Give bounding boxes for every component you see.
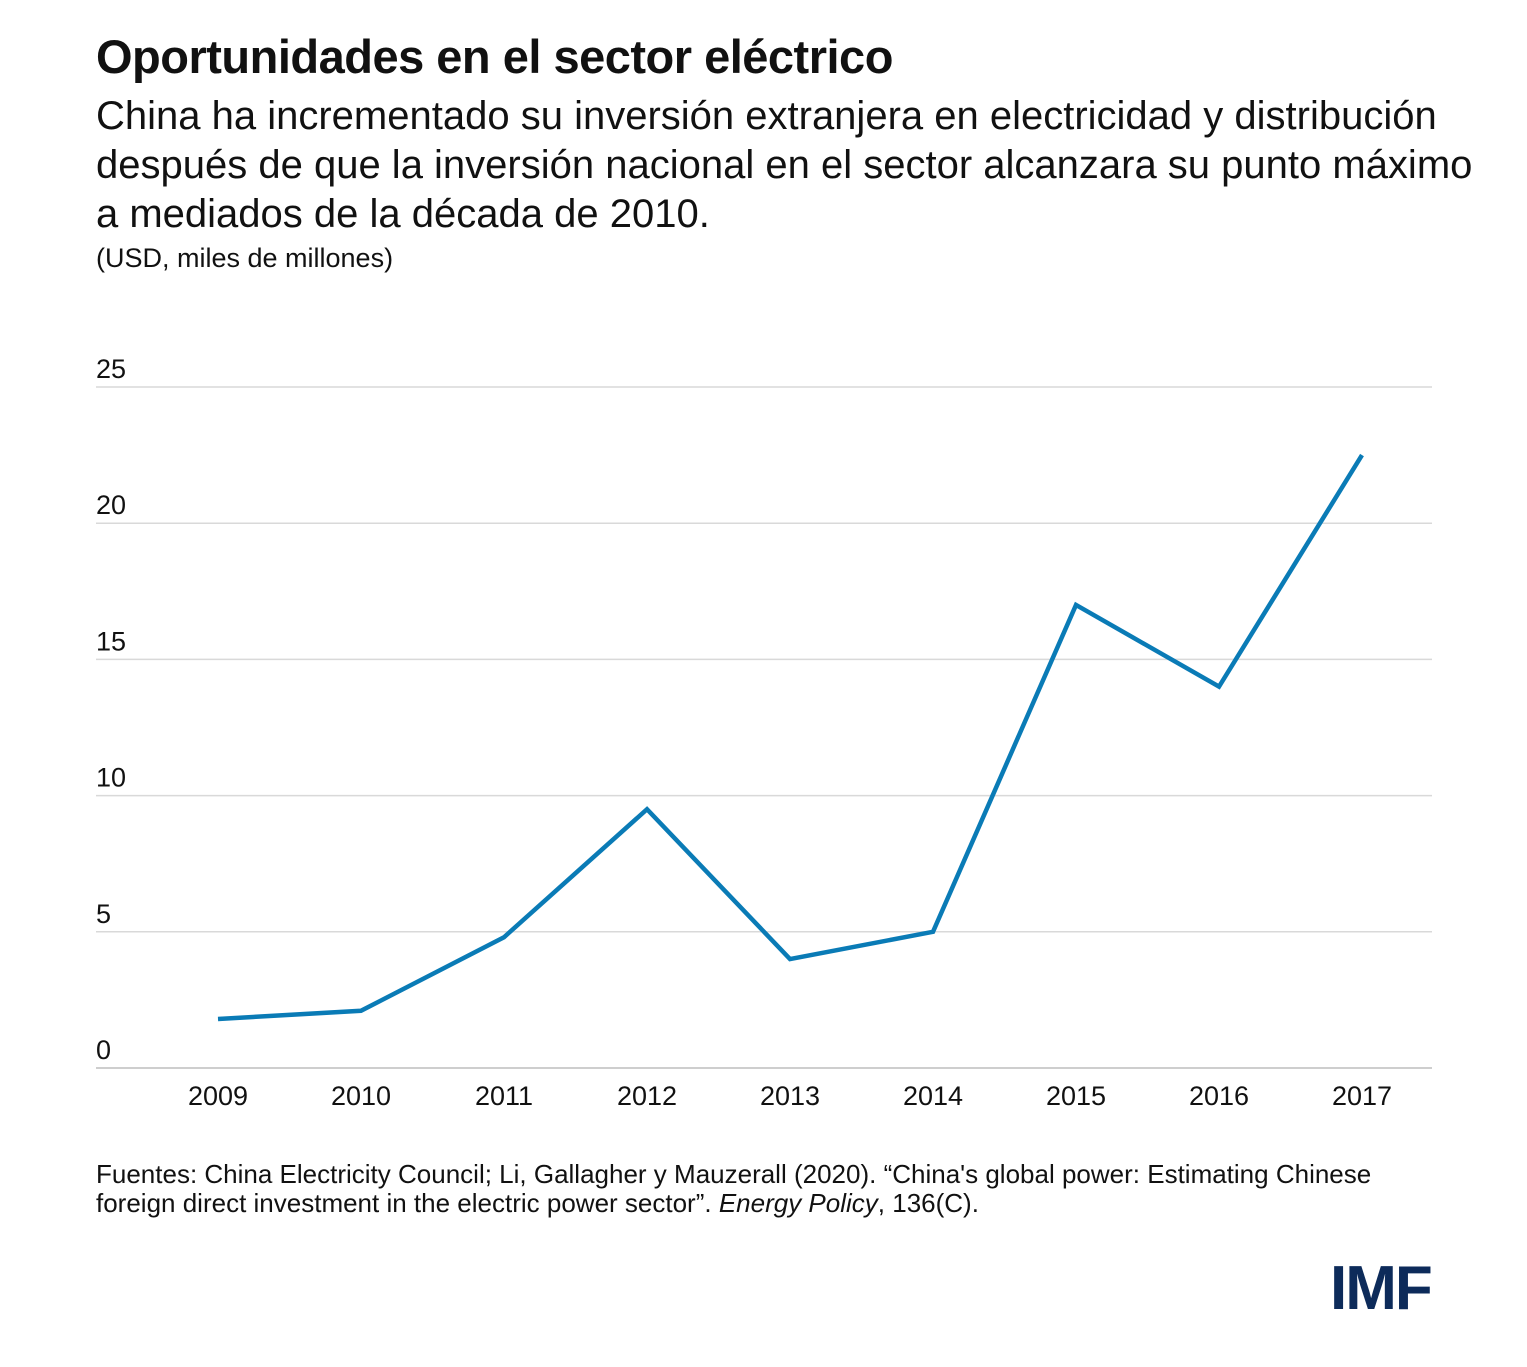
y-tick-label-25: 25 (96, 354, 126, 384)
y-axis-units: (USD, miles de millones) (96, 243, 394, 273)
y-tick-label-10: 10 (96, 763, 126, 793)
x-tick-label-2011: 2011 (475, 1081, 533, 1111)
x-tick-label-2009: 2009 (188, 1081, 248, 1111)
x-tick-label-2016: 2016 (1189, 1081, 1249, 1111)
source-note: Fuentes: China Electricity Council; Li, … (96, 1160, 1396, 1218)
y-tick-label-15: 15 (96, 626, 126, 656)
chart-title: Oportunidades en el sector eléctrico (96, 30, 893, 83)
chart-subtitle: China ha incrementado su inversión extra… (96, 94, 1473, 236)
x-axis-tick-labels: 2009 2010 2011 2012 2013 2014 2015 2016 2017 (188, 1081, 1392, 1111)
source-issue: , 136(C). (877, 1188, 979, 1218)
source-text: Fuentes: China Electricity Council; Li, … (96, 1159, 1372, 1218)
y-tick-label-20: 20 (96, 490, 126, 520)
x-tick-label-2013: 2013 (760, 1081, 820, 1111)
x-tick-label-2010: 2010 (331, 1081, 391, 1111)
y-axis-tick-labels: 0 5 10 15 20 25 (96, 354, 126, 1065)
x-tick-label-2012: 2012 (617, 1081, 677, 1111)
y-tick-label-5: 5 (96, 899, 111, 929)
x-tick-label-2017: 2017 (1332, 1081, 1392, 1111)
gridlines (96, 386, 1432, 1069)
imf-logo: IMF (1330, 1254, 1433, 1323)
series-line-0 (217, 453, 1364, 1022)
y-tick-label-0: 0 (96, 1035, 111, 1065)
source-journal: Energy Policy (718, 1188, 878, 1218)
x-tick-label-2015: 2015 (1046, 1081, 1106, 1111)
x-tick-label-2014: 2014 (903, 1081, 963, 1111)
data-series (217, 453, 1364, 1022)
